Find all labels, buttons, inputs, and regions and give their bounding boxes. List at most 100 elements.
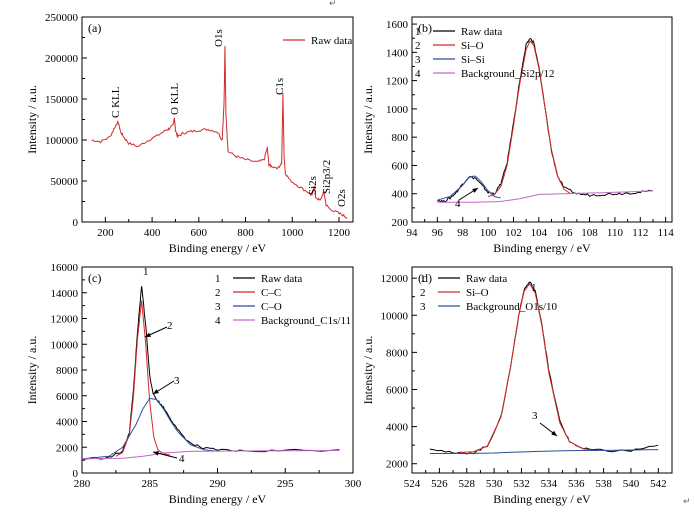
x-tick-label: 290 xyxy=(209,478,226,490)
x-tick-label: 280 xyxy=(74,478,91,490)
y-tick-label: 2000 xyxy=(56,442,79,454)
y-tick-label: 250000 xyxy=(45,12,79,24)
y-tick-label: 6000 xyxy=(386,384,409,396)
x-tick-label: 295 xyxy=(277,478,294,490)
series-line-si-si xyxy=(437,175,501,201)
peak-annotation: 1 xyxy=(143,266,149,278)
series-line-c-o xyxy=(81,397,218,460)
legend-entry: Si–O xyxy=(461,40,484,52)
panel-d: 524 526 528 530 532 534 536 538 540 542 2000 4000 60… xyxy=(361,266,673,506)
y-tick-label: 100000 xyxy=(45,135,79,147)
x-axis-label: Binding energy / eV xyxy=(169,241,267,255)
peak-annotation: O KLL xyxy=(169,83,181,115)
x-tick-label: 94 xyxy=(407,227,419,239)
peak-annotation: 3 xyxy=(532,410,538,422)
x-tick-label: 540 xyxy=(623,478,640,490)
arrow-head xyxy=(551,430,557,436)
legend-index: 2 xyxy=(215,287,221,299)
y-tick-label: 0 xyxy=(73,217,79,229)
y-tick-label: 400 xyxy=(392,189,409,201)
y-tick-label: 1600 xyxy=(386,19,409,31)
x-tick-label: 110 xyxy=(607,227,624,239)
x-axis-label: Binding energy / eV xyxy=(493,241,591,255)
x-tick-label: 526 xyxy=(431,478,448,490)
peak-annotation: O2s xyxy=(336,189,348,207)
arrow-head xyxy=(145,332,151,337)
x-tick-label: 96 xyxy=(432,227,444,239)
x-tick-label: 102 xyxy=(505,227,522,239)
panel-c: 280 285 290 295 300 0 2000 4000 6000 8000 10000 120… xyxy=(25,262,362,506)
x-tick-label: 1200 xyxy=(328,227,351,239)
y-tick-label: 14000 xyxy=(51,288,79,300)
legend-index: 4 xyxy=(415,68,421,80)
peak-annotation: C KLL xyxy=(110,86,122,118)
legend-entry: Background_Si2p/12 xyxy=(461,68,555,80)
x-tick-label: 1000 xyxy=(281,227,304,239)
bottom-corner-mark: ↵ xyxy=(683,497,691,507)
y-tick-label: 12000 xyxy=(51,314,79,326)
legend-entry: C–O xyxy=(261,301,282,313)
plot-frame xyxy=(411,16,673,223)
y-tick-label: 2000 xyxy=(386,459,409,471)
panel-label: (d) xyxy=(418,271,432,285)
legend-entry: Background_C1s/11 xyxy=(261,315,351,327)
x-axis-label: Binding energy / eV xyxy=(169,492,267,506)
x-tick-label: 528 xyxy=(458,478,475,490)
y-tick-label: 800 xyxy=(392,132,409,144)
legend-entry: Si–O xyxy=(466,287,489,299)
x-tick-label: 542 xyxy=(650,478,667,490)
panel-label: (b) xyxy=(418,21,432,35)
legend-entry: Raw data xyxy=(311,35,352,47)
series-line-background-o1s-10 xyxy=(429,449,659,454)
x-tick-label: 300 xyxy=(345,478,362,490)
y-tick-label: 150000 xyxy=(45,94,79,106)
legend-index: 2 xyxy=(420,287,426,299)
legend-entry: Si–Si xyxy=(461,54,485,66)
y-tick-label: 50000 xyxy=(51,176,79,188)
series-line-raw-data xyxy=(81,286,340,460)
x-tick-label: 400 xyxy=(144,227,161,239)
legend-index: 4 xyxy=(215,315,221,327)
legend-index: 1 xyxy=(420,273,426,285)
legend-index: 3 xyxy=(415,54,421,66)
y-tick-label: 0 xyxy=(73,468,79,480)
y-tick-label: 1000 xyxy=(386,104,409,116)
x-tick-label: 536 xyxy=(568,478,585,490)
x-tick-label: 106 xyxy=(556,227,573,239)
legend-entry: C–C xyxy=(261,287,281,299)
arrow-head xyxy=(472,188,478,193)
series-line-si-o xyxy=(487,40,571,198)
series-line-si-o xyxy=(459,282,597,454)
y-tick-label: 600 xyxy=(392,160,409,172)
y-tick-label: 200000 xyxy=(45,53,79,65)
peak-annotation: 2 xyxy=(167,320,173,332)
legend-entry: Raw data xyxy=(461,26,502,38)
panel-a: 200 400 600 800 1000 1200 0 50000 100000 150000 20… xyxy=(25,12,354,255)
series-line-background-si2p-12 xyxy=(437,190,654,203)
y-tick-label: 12000 xyxy=(381,273,409,285)
y-tick-label: 1200 xyxy=(386,76,409,88)
plot-frame xyxy=(411,266,673,474)
x-tick-label: 530 xyxy=(486,478,503,490)
peak-annotation: 1 xyxy=(531,282,537,294)
series-line-raw-data xyxy=(91,45,348,219)
x-tick-label: 98 xyxy=(457,227,469,239)
panel-label: (a) xyxy=(88,21,101,35)
y-tick-label: 4000 xyxy=(56,417,79,429)
x-tick-label: 600 xyxy=(191,227,208,239)
x-axis-label: Binding energy / eV xyxy=(493,492,591,506)
x-tick-label: 534 xyxy=(541,478,558,490)
y-tick-label: 10000 xyxy=(51,339,79,351)
peak-annotation: 3 xyxy=(174,375,180,387)
x-tick-label: 524 xyxy=(404,478,421,490)
y-axis-label: Intensity / a.u. xyxy=(25,336,39,405)
peak-annotation: C1s xyxy=(274,78,286,95)
panel-label: (c) xyxy=(88,271,101,285)
y-tick-label: 1400 xyxy=(386,47,409,59)
legend-index: 1 xyxy=(215,273,221,285)
x-tick-label: 104 xyxy=(531,227,548,239)
peak-annotation: 4 xyxy=(455,198,461,210)
peak-annotation: Si2s xyxy=(307,176,319,195)
y-tick-label: 4000 xyxy=(386,422,409,434)
